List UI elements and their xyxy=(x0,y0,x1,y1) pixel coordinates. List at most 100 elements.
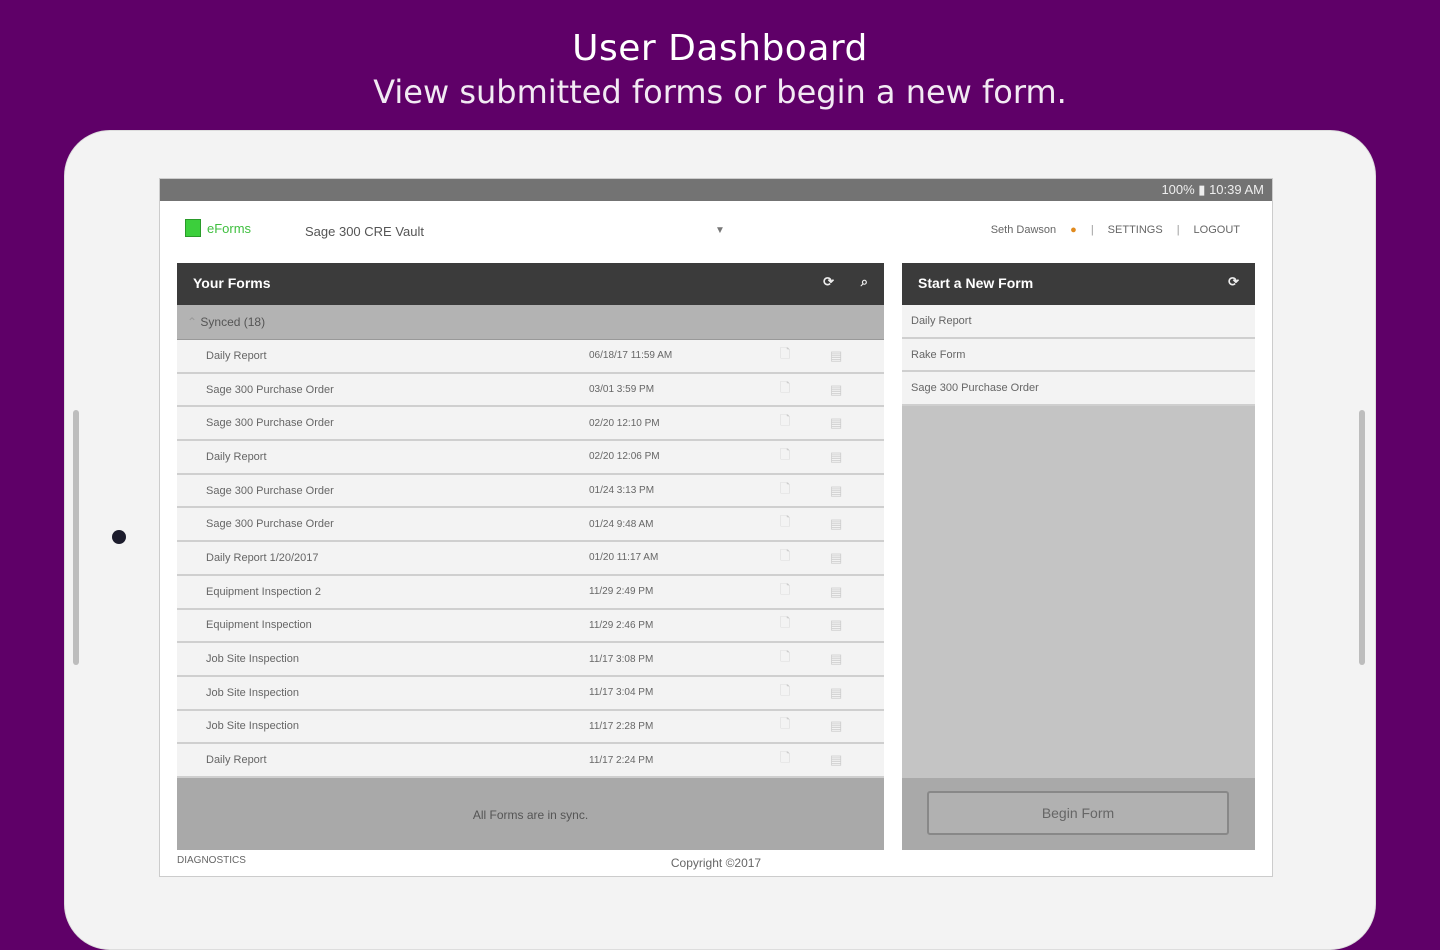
table-icon[interactable]: ▤ xyxy=(830,549,843,565)
document-icon[interactable]: 🗋 xyxy=(780,480,791,496)
refresh-icon[interactable]: ⟳ xyxy=(823,274,834,289)
document-icon[interactable]: 🗋 xyxy=(780,615,791,631)
footer: DIAGNOSTICS Copyright ©2017 xyxy=(160,850,1272,876)
your-forms-header: Your Forms ⟳ ⌕ xyxy=(177,263,884,305)
begin-form-button[interactable]: Begin Form xyxy=(927,791,1229,835)
document-icon[interactable]: 🗋 xyxy=(780,750,791,766)
table-icon[interactable]: ▤ xyxy=(830,617,843,633)
status-text: 100% ▮ 10:39 AM xyxy=(1161,182,1264,197)
form-name: Sage 300 Purchase Order xyxy=(206,518,334,531)
form-name: Daily Report xyxy=(206,349,267,362)
form-name: Sage 300 Purchase Order xyxy=(206,417,334,430)
synced-group[interactable]: ⌃ Synced (18) xyxy=(177,305,884,340)
form-row[interactable]: Sage 300 Purchase Order 01/24 3:13 PM 🗋 ▤ xyxy=(177,474,884,509)
form-name: Job Site Inspection xyxy=(206,720,299,733)
form-row[interactable]: Sage 300 Purchase Order 03/01 3:59 PM 🗋 ▤ xyxy=(177,373,884,408)
form-name: Job Site Inspection xyxy=(206,686,299,699)
hero-title: User Dashboard xyxy=(572,28,868,69)
new-form-item[interactable]: Daily Report xyxy=(902,305,1255,339)
document-icon[interactable]: 🗋 xyxy=(780,649,791,665)
form-date: 11/29 2:49 PM xyxy=(589,586,654,598)
document-icon[interactable]: 🗋 xyxy=(780,413,791,429)
document-icon[interactable]: 🗋 xyxy=(780,345,791,361)
logo-text: eForms xyxy=(207,220,252,236)
user-nav: Seth Dawson ● | SETTINGS | LOGOUT xyxy=(990,224,1240,236)
form-row[interactable]: Sage 300 Purchase Order 01/24 9:48 AM 🗋 ▤ xyxy=(177,508,884,543)
form-name: Job Site Inspection xyxy=(206,653,299,666)
new-form-item[interactable]: Rake Form xyxy=(902,338,1255,372)
form-date: 11/17 3:04 PM xyxy=(589,687,654,699)
vault-select[interactable]: Sage 300 CRE Vault xyxy=(305,224,424,239)
status-bar: 100% ▮ 10:39 AM xyxy=(160,179,1272,201)
form-date: 01/24 9:48 AM xyxy=(589,518,654,530)
table-icon[interactable]: ▤ xyxy=(830,752,843,768)
form-row[interactable]: Job Site Inspection 11/17 3:04 PM 🗋 ▤ xyxy=(177,676,884,711)
your-forms-title: Your Forms xyxy=(193,275,271,291)
logo: eForms xyxy=(185,219,251,237)
document-icon[interactable]: 🗋 xyxy=(780,581,791,597)
sync-status: All Forms are in sync. xyxy=(177,778,884,850)
table-icon[interactable]: ▤ xyxy=(830,718,843,734)
new-form-header: Start a New Form ⟳ xyxy=(902,263,1255,305)
document-icon[interactable]: 🗋 xyxy=(780,716,791,732)
form-date: 11/29 2:46 PM xyxy=(589,619,654,631)
hero-subtitle: View submitted forms or begin a new form… xyxy=(373,73,1067,111)
document-icon[interactable]: 🗋 xyxy=(780,446,791,462)
refresh-icon[interactable]: ⟳ xyxy=(1228,274,1239,289)
form-date: 11/17 2:28 PM xyxy=(589,720,654,732)
form-date: 11/17 2:24 PM xyxy=(589,754,654,766)
table-icon[interactable]: ▤ xyxy=(830,448,843,464)
logout-link[interactable]: LOGOUT xyxy=(1193,224,1240,236)
table-icon[interactable]: ▤ xyxy=(830,583,843,599)
form-row[interactable]: Job Site Inspection 11/17 2:28 PM 🗋 ▤ xyxy=(177,710,884,745)
user-name[interactable]: Seth Dawson xyxy=(990,224,1057,236)
document-icon[interactable]: 🗋 xyxy=(780,514,791,530)
table-icon[interactable]: ▤ xyxy=(830,347,843,363)
form-date: 02/20 12:10 PM xyxy=(589,417,660,429)
form-name: Daily Report 1/20/2017 xyxy=(206,551,319,564)
chevron-down-icon[interactable]: ▼ xyxy=(715,225,725,236)
table-icon[interactable]: ▤ xyxy=(830,651,843,667)
table-icon[interactable]: ▤ xyxy=(830,415,843,431)
tablet-side-button xyxy=(73,410,79,665)
form-row[interactable]: Daily Report 02/20 12:06 PM 🗋 ▤ xyxy=(177,441,884,475)
new-form-panel: Start a New Form ⟳ Daily Report Rake For… xyxy=(902,263,1255,850)
form-row[interactable]: Daily Report 11/17 2:24 PM 🗋 ▤ xyxy=(177,744,884,778)
table-icon[interactable]: ▤ xyxy=(830,381,843,397)
diagnostics-link[interactable]: DIAGNOSTICS xyxy=(177,855,246,866)
table-icon[interactable]: ▤ xyxy=(830,684,843,700)
form-row[interactable]: Daily Report 1/20/2017 01/20 11:17 AM 🗋 ▤ xyxy=(177,542,884,576)
form-name: Equipment Inspection 2 xyxy=(206,585,321,598)
form-row[interactable]: Daily Report 06/18/17 11:59 AM 🗋 ▤ xyxy=(177,340,884,374)
settings-link[interactable]: SETTINGS xyxy=(1107,224,1163,236)
logo-icon xyxy=(185,219,201,237)
document-icon[interactable]: 🗋 xyxy=(780,682,791,698)
user-icon: ● xyxy=(1070,224,1077,236)
form-row[interactable]: Sage 300 Purchase Order 02/20 12:10 PM 🗋 ▤ xyxy=(177,407,884,442)
synced-group-label: Synced (18) xyxy=(200,315,266,329)
form-date: 03/01 3:59 PM xyxy=(589,384,655,396)
tablet-side-button xyxy=(1359,410,1365,665)
app-header: eForms Sage 300 CRE Vault ▼ Seth Dawson … xyxy=(160,201,1272,263)
form-name: Sage 300 Purchase Order xyxy=(206,383,334,396)
document-icon[interactable]: 🗋 xyxy=(780,547,791,563)
table-icon[interactable]: ▤ xyxy=(830,516,843,532)
form-name: Daily Report xyxy=(206,754,267,767)
form-date: 06/18/17 11:59 AM xyxy=(589,350,673,362)
table-icon[interactable]: ▤ xyxy=(830,482,843,498)
search-icon[interactable]: ⌕ xyxy=(860,274,868,289)
form-date: 02/20 12:06 PM xyxy=(589,451,660,463)
form-row[interactable]: Job Site Inspection 11/17 3:08 PM 🗋 ▤ xyxy=(177,643,884,677)
form-name: Sage 300 Purchase Order xyxy=(206,484,334,497)
form-date: 11/17 3:08 PM xyxy=(589,653,654,665)
form-row[interactable]: Equipment Inspection 11/29 2:46 PM 🗋 ▤ xyxy=(177,609,884,644)
your-forms-panel: Your Forms ⟳ ⌕ ⌃ Synced (18) Daily Repor… xyxy=(177,263,884,850)
document-icon[interactable]: 🗋 xyxy=(780,379,791,395)
camera xyxy=(112,530,126,544)
form-name: Equipment Inspection xyxy=(206,619,312,632)
form-row[interactable]: Equipment Inspection 2 11/29 2:49 PM 🗋 ▤ xyxy=(177,575,884,610)
form-date: 01/24 3:13 PM xyxy=(589,485,655,497)
copyright: Copyright ©2017 xyxy=(670,856,762,870)
new-form-item[interactable]: Sage 300 Purchase Order xyxy=(902,372,1255,406)
new-form-footer: Begin Form xyxy=(902,778,1255,850)
